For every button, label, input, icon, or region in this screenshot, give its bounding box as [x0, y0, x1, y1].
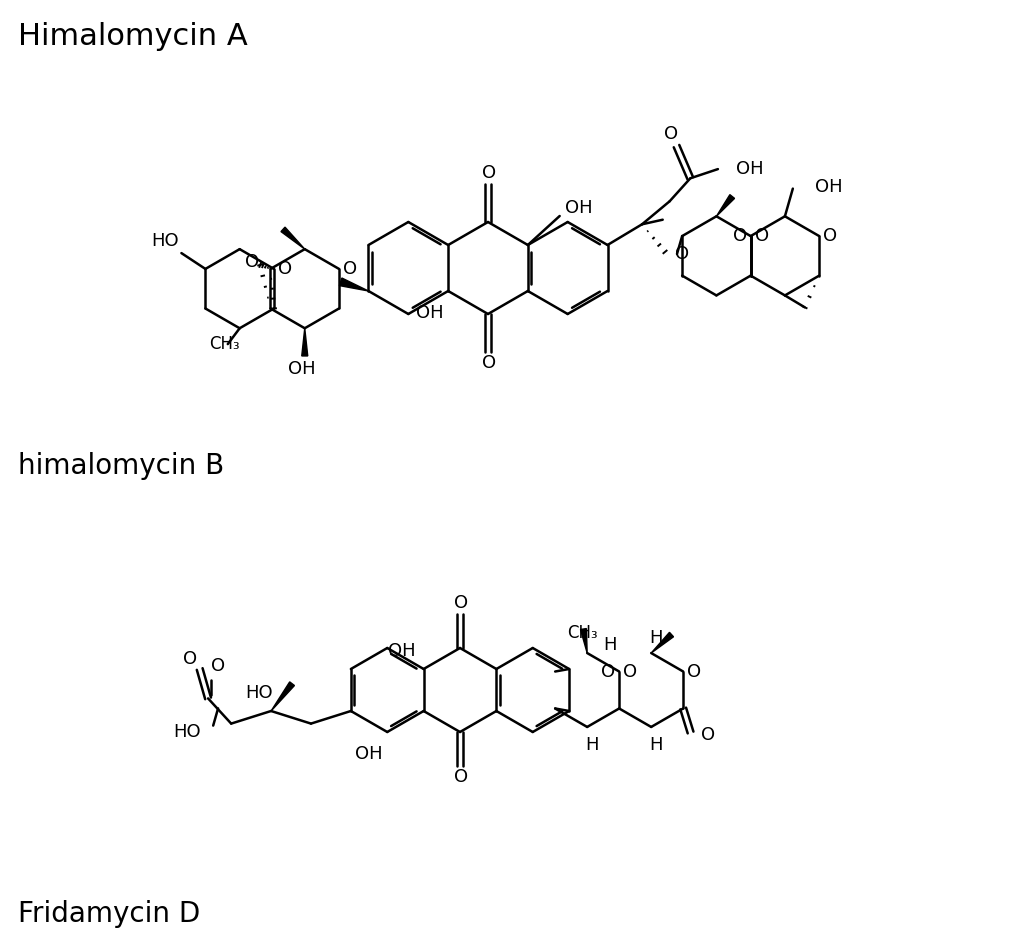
Text: O: O [675, 245, 689, 263]
Polygon shape [271, 682, 294, 711]
Text: O: O [343, 260, 357, 278]
Polygon shape [302, 328, 307, 356]
Text: O: O [823, 228, 837, 245]
Text: CH₃: CH₃ [209, 335, 240, 353]
Text: OH: OH [388, 642, 415, 660]
Text: HO: HO [174, 723, 201, 741]
Text: Himalomycin A: Himalomycin A [19, 22, 248, 51]
Text: O: O [733, 228, 746, 245]
Text: OH: OH [415, 304, 443, 322]
Text: O: O [687, 663, 701, 681]
Text: O: O [245, 253, 259, 271]
Text: OH: OH [736, 160, 764, 178]
Text: OH: OH [815, 178, 843, 195]
Text: H: H [650, 736, 663, 754]
Polygon shape [581, 628, 587, 653]
Text: OH: OH [564, 199, 592, 217]
Polygon shape [281, 228, 304, 249]
Text: O: O [278, 260, 292, 278]
Text: HO: HO [151, 232, 179, 250]
Text: Fridamycin D: Fridamycin D [19, 900, 200, 928]
Polygon shape [651, 632, 673, 653]
Text: O: O [700, 725, 714, 744]
Text: O: O [755, 228, 769, 245]
Text: OH: OH [355, 745, 382, 763]
Text: O: O [183, 650, 196, 668]
Text: O: O [482, 165, 497, 182]
Text: O: O [664, 125, 678, 143]
Text: CH₃: CH₃ [566, 625, 597, 642]
Text: O: O [482, 354, 497, 371]
Text: HO: HO [246, 684, 273, 702]
Polygon shape [717, 194, 735, 216]
Polygon shape [339, 278, 368, 291]
Text: himalomycin B: himalomycin B [19, 452, 224, 480]
Text: O: O [601, 663, 615, 681]
Text: O: O [211, 658, 225, 675]
Text: H: H [585, 736, 599, 754]
Text: O: O [454, 768, 468, 786]
Text: H: H [603, 636, 617, 654]
Text: OH: OH [288, 360, 316, 378]
Text: O: O [623, 663, 637, 681]
Text: O: O [454, 593, 468, 611]
Text: H: H [650, 629, 663, 647]
